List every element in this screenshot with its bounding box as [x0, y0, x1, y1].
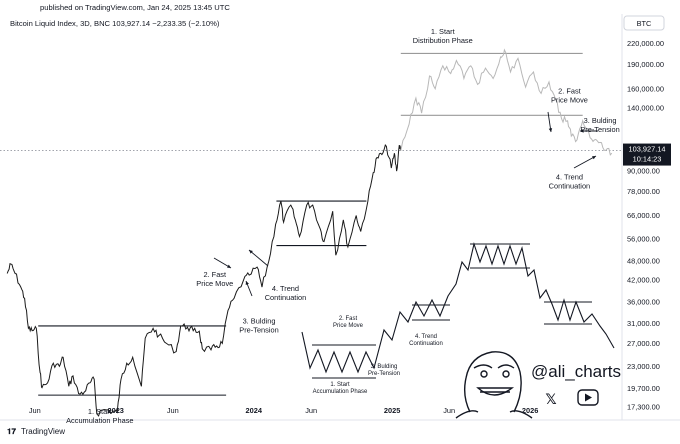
- annotation-text: Accumulation Phase: [66, 416, 133, 425]
- tradingview-brand: TradingView: [21, 427, 65, 436]
- annotation-text: Price Move: [551, 95, 588, 104]
- arrowhead: [249, 250, 253, 254]
- price-tick-label: 140,000.00: [627, 103, 664, 112]
- annotation-text: Continuation: [549, 181, 591, 190]
- projected-price-line: [400, 48, 613, 156]
- avatar-icon: [455, 351, 533, 419]
- watermark-handle: @ali_charts: [531, 362, 621, 381]
- currency-badge[interactable]: [623, 15, 665, 31]
- annotation-text: 3. Bulding: [243, 317, 276, 326]
- time-axis: Jun 2023 Jun 2024 Jun 2025 Jun 2026: [29, 406, 539, 415]
- tradingview-logo-icon: 𝟏𝟕: [7, 427, 16, 436]
- price-tag-bg: [623, 143, 671, 166]
- annotation-text: 2. Fast: [558, 86, 581, 95]
- arrowhead: [580, 129, 584, 133]
- price-tick-label: 160,000.00: [627, 84, 664, 93]
- annotation-text: Continuation: [265, 293, 307, 302]
- price-tick-label: 42,000.00: [627, 276, 660, 285]
- price-tick-label: 27,000.00: [627, 339, 660, 348]
- time-tick-label: 2026: [522, 406, 538, 415]
- annotation-text: Pre-Tension: [580, 125, 619, 134]
- annotation-text: 3. Bulding: [584, 116, 617, 125]
- price-tick-label: 31,000.00: [627, 319, 660, 328]
- inset-annotation-text: Price Move: [333, 323, 364, 329]
- price-tick-label: 78,000.00: [627, 187, 660, 196]
- time-tick-label: 2024: [245, 406, 262, 415]
- price-axis: 220,000.00 190,000.00 160,000.00 140,000.00…: [627, 39, 664, 412]
- time-tick-label: 2025: [384, 406, 400, 415]
- current-price-tag: 103,927.14 10:14:23: [623, 143, 671, 166]
- time-tick-label: Jun: [305, 406, 317, 415]
- symbol-info: Bitcoin Liquid Index, 3D, BNC 103,927.14…: [10, 19, 220, 28]
- inset-annotation-text: 2. Fast: [339, 316, 358, 322]
- price-tick-label: 17,300.00: [627, 403, 660, 412]
- annotation-text: 2. Fast: [203, 270, 226, 279]
- annotation-text: Pre-Tension: [239, 326, 278, 335]
- inset-annotation-text: 3. Bulding: [371, 364, 398, 370]
- price-series: [6, 48, 613, 417]
- price-tick-label: 220,000.00: [627, 39, 664, 48]
- arrowhead: [548, 128, 553, 132]
- time-tick-label: Jun: [29, 406, 41, 415]
- price-tick-label: 190,000.00: [627, 60, 664, 69]
- annotation-text: 4. Trend: [556, 172, 583, 181]
- arrowhead: [227, 264, 231, 268]
- annotation-arrow: [248, 249, 269, 267]
- annotation-text: Price Move: [196, 279, 233, 288]
- inset-pattern-line: [301, 241, 615, 374]
- annotation-text: 4. Trend: [272, 284, 299, 293]
- youtube-icon: [577, 389, 599, 406]
- inset-annotation-text: Accumulation Phase: [313, 389, 368, 395]
- price-tag-countdown: 10:14:23: [633, 155, 662, 164]
- inset-annotation-text: Pre-Tension: [368, 371, 400, 377]
- arrowhead: [245, 281, 249, 285]
- price-tick-label: 90,000.00: [627, 167, 660, 176]
- price-tick-label: 48,000.00: [627, 257, 660, 266]
- annotation-arrow: [573, 155, 597, 169]
- time-tick-label: 2023: [107, 406, 123, 415]
- time-tick-label: Jun: [443, 406, 455, 415]
- price-tick-label: 19,700.00: [627, 384, 660, 393]
- watermark: @ali_charts 𝕏: [455, 351, 621, 419]
- annotation-text: 1. Start: [431, 27, 455, 36]
- annotation-text: Distribution Phase: [413, 36, 473, 45]
- currency-label: BTC: [637, 19, 652, 28]
- price-tick-label: 36,000.00: [627, 298, 660, 307]
- x-logo-icon: 𝕏: [545, 391, 556, 407]
- price-tick-label: 66,000.00: [627, 211, 660, 220]
- time-tick-label: Jun: [167, 406, 179, 415]
- published-info: published on TradingView.com, Jan 24, 20…: [40, 3, 230, 12]
- inset-annotation-text: 4. Trend: [415, 334, 437, 340]
- tradingview-logo: 𝟏𝟕 TradingView: [7, 427, 65, 436]
- arrowhead: [592, 156, 596, 160]
- price-tick-label: 56,000.00: [627, 235, 660, 244]
- inset-annotation-text: 1. Start: [330, 382, 350, 388]
- historical-price-line: [6, 144, 402, 417]
- price-tick-label: 23,000.00: [627, 362, 660, 371]
- inset-annotation-text: Continuation: [409, 341, 443, 347]
- range-boxes: [0, 52, 622, 396]
- annotation-text: 1. Start: [88, 407, 112, 416]
- price-tag-value: 103,927.14: [629, 145, 666, 154]
